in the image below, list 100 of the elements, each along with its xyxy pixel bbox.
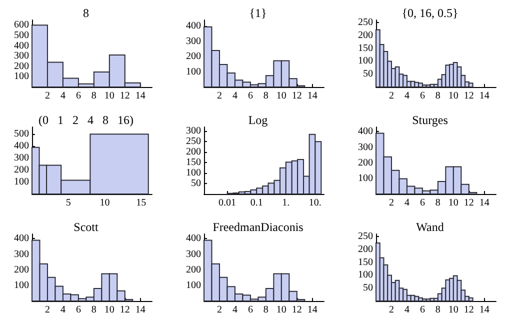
chart-title: Wand — [416, 220, 444, 234]
y-tick-label: 100 — [14, 176, 29, 188]
y-tick-label: 100 — [186, 280, 201, 291]
x-tick-label: 14 — [307, 304, 318, 316]
x-tick-label: 12 — [464, 198, 474, 208]
x-tick-label: 14 — [307, 90, 318, 102]
x-tick-label: 10. — [308, 198, 322, 208]
x-tick-label: 8 — [263, 304, 268, 316]
x-tick-label: 8 — [435, 198, 440, 208]
x-tick-label: 2 — [44, 90, 50, 102]
x-tick-label: 4 — [232, 90, 238, 102]
x-tick-label: 14 — [479, 304, 490, 316]
x-tick-label: 2 — [388, 304, 394, 316]
x-tick-label: 2 — [216, 90, 222, 102]
y-tick-label: 200 — [14, 264, 29, 276]
x-tick-label: 12 — [464, 90, 474, 102]
y-tick-label: 300 — [14, 152, 29, 164]
x-tick-label: 10 — [104, 304, 114, 316]
y-tick-label: 100 — [358, 172, 373, 184]
x-tick-label: 4 — [404, 198, 410, 208]
x-tick-label: 6 — [248, 304, 253, 316]
y-tick-label: 300 — [14, 50, 29, 62]
x-tick-label: 8 — [263, 90, 268, 102]
x-tick-label: 10 — [448, 90, 458, 102]
x-tick-label: 0.1 — [250, 198, 263, 208]
y-tick-label: 300 — [186, 126, 201, 137]
y-tick-label: 100 — [358, 270, 373, 281]
y-tick-label: 150 — [186, 157, 201, 168]
x-tick-label: 12 — [120, 304, 130, 316]
x-tick-label: 4 — [232, 304, 238, 316]
y-tick-label: 400 — [14, 140, 29, 152]
y-tick-label: 250 — [186, 136, 201, 148]
x-tick-label: 8 — [91, 304, 96, 316]
x-tick-label: 6 — [420, 198, 425, 208]
y-tick-label: 250 — [358, 17, 373, 28]
y-tick-label: 200 — [358, 30, 373, 41]
x-tick-label: 10 — [104, 90, 114, 102]
y-tick-label: 100 — [186, 168, 201, 179]
y-tick-label: 400 — [186, 233, 201, 244]
x-tick-label: 2 — [388, 90, 394, 102]
chart-title: {1} — [249, 6, 267, 20]
x-tick-label: 14 — [135, 90, 146, 102]
y-tick-label: 100 — [186, 66, 201, 78]
chart-title: Scott — [74, 220, 99, 234]
x-tick-label: 6 — [76, 304, 81, 316]
x-tick-label: 12 — [292, 304, 302, 316]
x-tick-label: 8 — [435, 304, 440, 316]
y-tick-label: 300 — [186, 248, 201, 260]
x-tick-label: 14 — [479, 198, 490, 208]
y-tick-label: 200 — [14, 60, 29, 72]
x-tick-label: 10 — [448, 198, 458, 208]
x-tick-label: 1. — [282, 198, 290, 208]
x-tick-label: 4 — [60, 90, 66, 102]
y-tick-label: 50 — [363, 68, 373, 80]
x-tick-label: 4 — [60, 304, 66, 316]
y-tick-label: 500 — [14, 128, 29, 140]
y-tick-label: 150 — [358, 42, 373, 54]
y-tick-label: 600 — [14, 20, 29, 31]
x-tick-label: 8 — [435, 90, 440, 102]
y-tick-label: 400 — [186, 20, 201, 32]
x-tick-label: 4 — [404, 90, 410, 102]
x-tick-label: 6 — [420, 304, 425, 316]
x-tick-label: 12 — [292, 90, 302, 102]
y-tick-label: 300 — [14, 248, 29, 260]
chart-title: Log — [248, 113, 268, 127]
y-tick-label: 500 — [14, 30, 29, 41]
x-tick-label: 4 — [404, 304, 410, 316]
y-tick-label: 250 — [358, 231, 373, 242]
y-tick-label: 150 — [358, 256, 373, 268]
chart-title: Sturges — [412, 113, 448, 127]
x-tick-label: 6 — [248, 90, 253, 102]
x-tick-label: 6 — [420, 90, 425, 102]
y-tick-label: 200 — [186, 51, 201, 62]
x-tick-label: 6 — [76, 90, 81, 102]
y-tick-label: 200 — [358, 244, 373, 255]
x-tick-label: 12 — [464, 304, 474, 316]
y-tick-label: 400 — [14, 40, 29, 52]
y-tick-label: 200 — [186, 264, 201, 276]
x-tick-label: 0.01 — [218, 198, 236, 208]
chart-title: {0, 16, 0.5} — [402, 6, 458, 20]
chart-title: (0 1 2 4 8 16) — [38, 113, 134, 127]
x-tick-label: 10 — [100, 198, 110, 208]
y-tick-label: 200 — [14, 164, 29, 176]
x-tick-label: 14 — [479, 90, 490, 102]
y-tick-label: 300 — [358, 142, 373, 153]
y-tick-label: 400 — [14, 233, 29, 244]
y-tick-label: 50 — [363, 282, 373, 294]
y-tick-label: 400 — [358, 126, 373, 138]
y-tick-label: 50 — [191, 178, 201, 190]
x-tick-label: 12 — [120, 90, 130, 102]
x-tick-label: 8 — [91, 90, 96, 102]
x-tick-label: 10 — [448, 304, 458, 316]
y-tick-label: 300 — [186, 36, 201, 47]
x-tick-label: 2 — [44, 304, 50, 316]
y-tick-label: 100 — [14, 280, 29, 291]
x-tick-label: 10 — [276, 304, 286, 316]
chart-title: FreedmanDiaconis — [212, 220, 304, 234]
y-tick-label: 100 — [358, 56, 373, 67]
x-tick-label: 10 — [276, 90, 286, 102]
y-tick-label: 100 — [14, 71, 29, 82]
